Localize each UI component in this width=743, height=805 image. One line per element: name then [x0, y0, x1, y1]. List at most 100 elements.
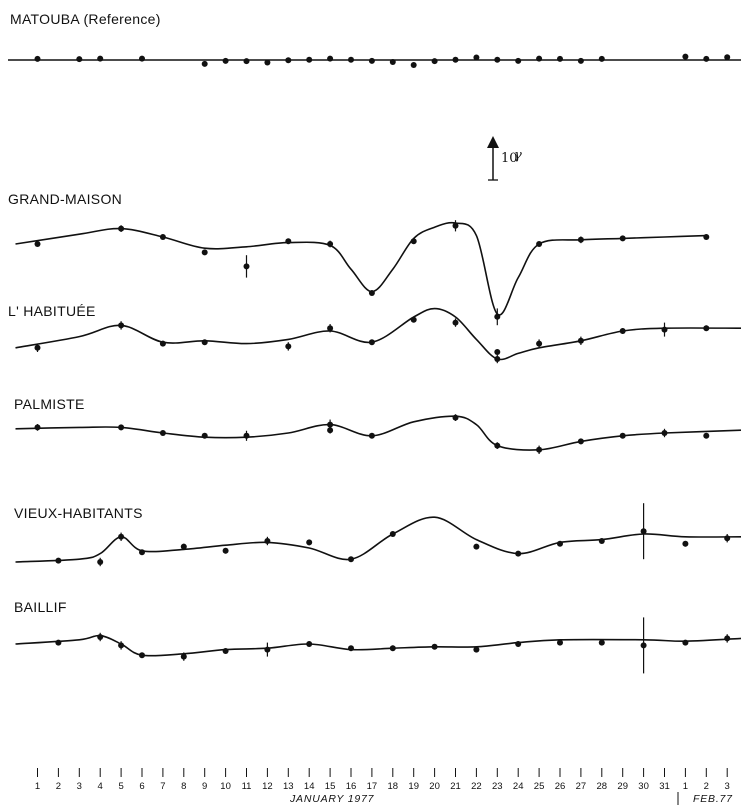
series-matouba: [8, 53, 741, 69]
data-point: [118, 533, 125, 540]
x-tick-label: 2: [704, 781, 709, 792]
data-point: [473, 646, 480, 653]
data-point: [327, 421, 334, 428]
x-tick-label: 12: [262, 781, 273, 792]
data-point: [494, 442, 501, 449]
x-tick-label: 17: [367, 781, 378, 792]
data-point: [34, 55, 41, 62]
data-point: [661, 326, 668, 333]
series-line-baillif: [15, 634, 742, 657]
data-point: [724, 54, 731, 61]
x-tick-label: 3: [725, 781, 730, 792]
data-point: [557, 639, 563, 646]
data-point: [118, 225, 125, 232]
data-point: [285, 238, 292, 245]
data-point: [703, 55, 710, 62]
x-tick-label: 3: [77, 781, 82, 792]
data-point: [515, 641, 522, 647]
series-label-grand-maison: GRAND-MAISON: [8, 191, 122, 207]
data-point: [97, 55, 104, 62]
data-point: [494, 349, 501, 355]
data-point: [473, 543, 480, 550]
data-point: [368, 290, 375, 296]
x-tick-label: 21: [450, 781, 461, 792]
data-point: [494, 356, 501, 362]
x-tick-label: 27: [576, 781, 587, 792]
data-point: [724, 535, 731, 542]
series-vieux-habitants: [15, 503, 742, 567]
series-palmiste: [15, 414, 742, 454]
data-point: [139, 549, 145, 556]
x-tick-label: 15: [325, 781, 336, 792]
data-point: [139, 652, 145, 659]
x-axis-title-january: JANUARY 1977: [289, 793, 375, 805]
data-point: [327, 241, 334, 247]
data-point: [410, 62, 417, 69]
data-point: [264, 538, 271, 544]
data-point: [452, 414, 459, 421]
series-label-baillif: BAILLIF: [14, 599, 67, 615]
x-tick-label: 11: [242, 781, 252, 792]
data-point: [327, 325, 334, 332]
data-point: [598, 55, 605, 62]
data-point: [118, 424, 125, 431]
data-point: [431, 58, 438, 65]
data-point: [452, 319, 459, 326]
data-point: [348, 556, 354, 563]
data-point: [473, 54, 480, 61]
data-point: [264, 59, 271, 66]
data-point: [703, 234, 710, 240]
data-point: [285, 343, 292, 350]
x-tick-label: 29: [617, 781, 628, 792]
x-tick-label: 18: [388, 781, 399, 792]
x-tick-label: 1: [35, 781, 40, 792]
x-tick-label: 16: [346, 781, 357, 792]
data-point: [410, 316, 417, 323]
x-tick-label: 23: [492, 781, 503, 792]
x-tick-label: 7: [160, 781, 165, 792]
data-point: [243, 432, 250, 439]
x-tick-label: 6: [139, 781, 144, 792]
x-tick-label: 13: [283, 781, 294, 792]
x-tick-label: 14: [304, 781, 315, 792]
x-tick-label: 5: [118, 781, 123, 792]
data-point: [536, 446, 543, 453]
data-point: [598, 639, 605, 646]
data-point: [159, 234, 166, 240]
data-point: [494, 56, 501, 63]
data-point: [389, 645, 396, 652]
data-point: [201, 60, 208, 67]
series-line-vieux-habitants: [15, 516, 742, 563]
data-point: [348, 645, 354, 652]
data-point: [222, 547, 229, 554]
x-tick-label: 9: [202, 781, 207, 792]
data-point: [348, 56, 354, 63]
data-point: [222, 57, 229, 64]
series-label-l-habituee: L' HABITUÉE: [8, 303, 96, 319]
data-point: [536, 340, 543, 347]
data-point: [619, 432, 626, 439]
x-tick-label: 26: [555, 781, 566, 792]
x-tick-label: 19: [408, 781, 419, 792]
series-label-palmiste: PALMISTE: [14, 396, 85, 412]
x-axis: 1 2 3 4 5 6 7 8 9 10 11 12 13 14 15 16 17 18 19 20 21 22 23 24 2…: [35, 768, 730, 805]
data-point: [306, 56, 313, 63]
data-point: [243, 58, 250, 65]
series-group: [8, 53, 742, 674]
data-point: [97, 559, 104, 565]
scale-bar-unit: γ: [514, 148, 522, 163]
data-point: [34, 424, 41, 431]
data-point: [536, 55, 543, 62]
data-point: [703, 325, 710, 332]
data-point: [431, 643, 438, 650]
data-point: [368, 57, 375, 64]
series-l-habituee: [15, 307, 742, 364]
data-point: [327, 55, 334, 62]
data-point: [306, 641, 313, 647]
data-point: [243, 263, 250, 270]
data-point: [34, 241, 41, 247]
data-point: [222, 648, 229, 654]
data-point: [557, 55, 563, 62]
data-point: [55, 639, 62, 646]
